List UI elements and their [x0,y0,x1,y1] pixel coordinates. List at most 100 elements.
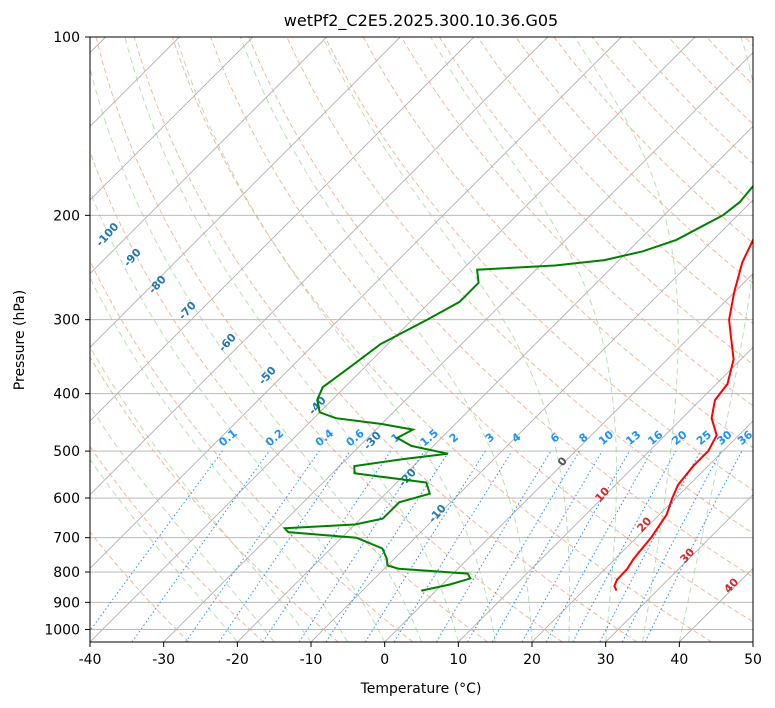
isotherm-line [90,37,327,275]
plot-frame [89,36,754,643]
y-tick-label: 200 [53,208,80,224]
y-tick-label: 800 [53,565,80,581]
x-tick-label: -30 [152,652,175,668]
mixing-ratio-line [545,450,653,642]
mixing-ratio-line [393,450,513,642]
isotherm-line [90,37,254,201]
background-lines [90,37,753,642]
x-tick-label: 0 [380,652,389,668]
moist-adiabat-line [90,65,422,642]
mixing-ratio-label: 4 [509,430,523,445]
dry-adiabat-label: -100 [93,220,121,249]
moist-adiabat-line [124,37,459,642]
dry-adiabat-label: -70 [176,299,199,323]
moist-adiabat-label: 30 [677,545,697,565]
moist-adiabat-label: 20 [634,514,654,534]
dry-adiabat-line [90,259,414,642]
x-axis-label: Temperature (°C) [360,681,482,697]
mixing-ratio-line [325,450,450,642]
mixing-ratio-label: 16 [645,428,665,448]
dry-adiabat-line [248,37,753,578]
x-tick-label: 20 [523,652,541,668]
dry-adiabat-line [438,37,753,366]
x-tick-label: -40 [79,652,102,668]
moist-adiabat-line [175,37,496,642]
dry-adiabat-label: -90 [121,246,144,270]
isotherm-line [90,37,475,422]
mixing-ratio-line [435,450,552,642]
isotherm-line [605,494,753,642]
mixing-ratio-line [621,450,722,642]
mixing-ratio-label: 2 [447,430,461,445]
moist-adiabat-line [239,37,533,642]
y-axis-label: Pressure (hPa) [12,290,28,390]
dry-adiabat-label: -10 [426,502,449,526]
isotherm-line [752,641,753,642]
isotherm-line [237,125,753,642]
dry-adiabat-label: -20 [396,466,419,490]
mixing-ratio-line [185,450,320,642]
mixing-ratio-line [262,450,392,642]
moist-adiabat-line [90,405,275,642]
dry-adiabat-line [400,37,753,407]
y-tick-label: 900 [53,595,80,611]
mixing-ratio-line [644,450,743,642]
mixing-ratio-line [218,450,351,642]
mixing-ratio-label: 0.2 [263,427,286,449]
dry-adiabat-label: -50 [256,364,279,388]
mixing-ratio-line [131,450,270,642]
isotherm-line [90,37,401,348]
temperature-profile-line [613,237,753,592]
moist-adiabat-label: 0 [555,454,570,469]
isotherm-line [90,37,548,496]
y-tick-label: 600 [53,491,80,507]
isotherm-line [310,199,753,642]
mixing-ratio-line [90,450,223,632]
dry-adiabat-line [90,150,488,642]
axis-ticks: -40 -30 -20 -10 0 10 20 30 40 5010020030040050060… [44,30,762,668]
moist-adiabat-line [90,458,238,642]
moist-adiabat-line [574,37,679,642]
mixing-ratio-line [298,450,425,642]
isotherm-line [384,273,753,642]
isotherm-line [90,37,622,569]
y-tick-label: 300 [53,313,80,329]
dry-adiabat-line [95,37,563,642]
isotherm-line [531,420,753,642]
y-tick-label: 400 [53,387,80,403]
moist-adiabat-line [90,189,386,642]
dry-adiabat-line [553,37,753,244]
mixing-ratio-line [467,450,580,642]
mixing-ratio-label: 36 [735,428,755,448]
moist-adiabat-label: 40 [721,575,741,595]
dewpoint-profile-line [282,184,753,592]
y-tick-label: 100 [53,30,80,46]
y-tick-label: 1000 [44,622,80,638]
y-tick-label: 700 [53,531,80,547]
mixing-ratio-line [572,450,677,642]
moist-adiabat-line [322,37,571,642]
mixing-ratio-label: 3 [483,430,497,445]
isotherm-line [458,346,753,642]
moist-adiabat-line [678,37,753,642]
mixing-ratio-label: 0.1 [216,427,239,449]
profile-lines [282,184,753,592]
x-tick-label: -10 [300,652,323,668]
x-tick-label: 30 [597,652,615,668]
mixing-ratio-label: 0.4 [313,426,337,449]
mixing-ratio-label: 13 [623,428,643,448]
dry-adiabat-line [90,445,264,642]
x-tick-label: 40 [670,652,688,668]
dry-adiabat-line [90,531,190,642]
mixing-ratio-label: 30 [714,428,734,448]
moist-adiabat-label: 10 [592,484,612,504]
dry-adiabat-line [706,37,753,86]
mixing-ratio-label: 8 [576,430,590,445]
dry-adiabat-line [744,37,753,47]
chart-title: wetPf2_C2E5.2025.300.10.36.G05 [284,11,558,31]
x-tick-label: 10 [449,652,467,668]
mixing-ratio-line [599,450,701,642]
dry-adiabat-label: -80 [146,273,169,297]
dry-adiabat-line [171,37,712,642]
